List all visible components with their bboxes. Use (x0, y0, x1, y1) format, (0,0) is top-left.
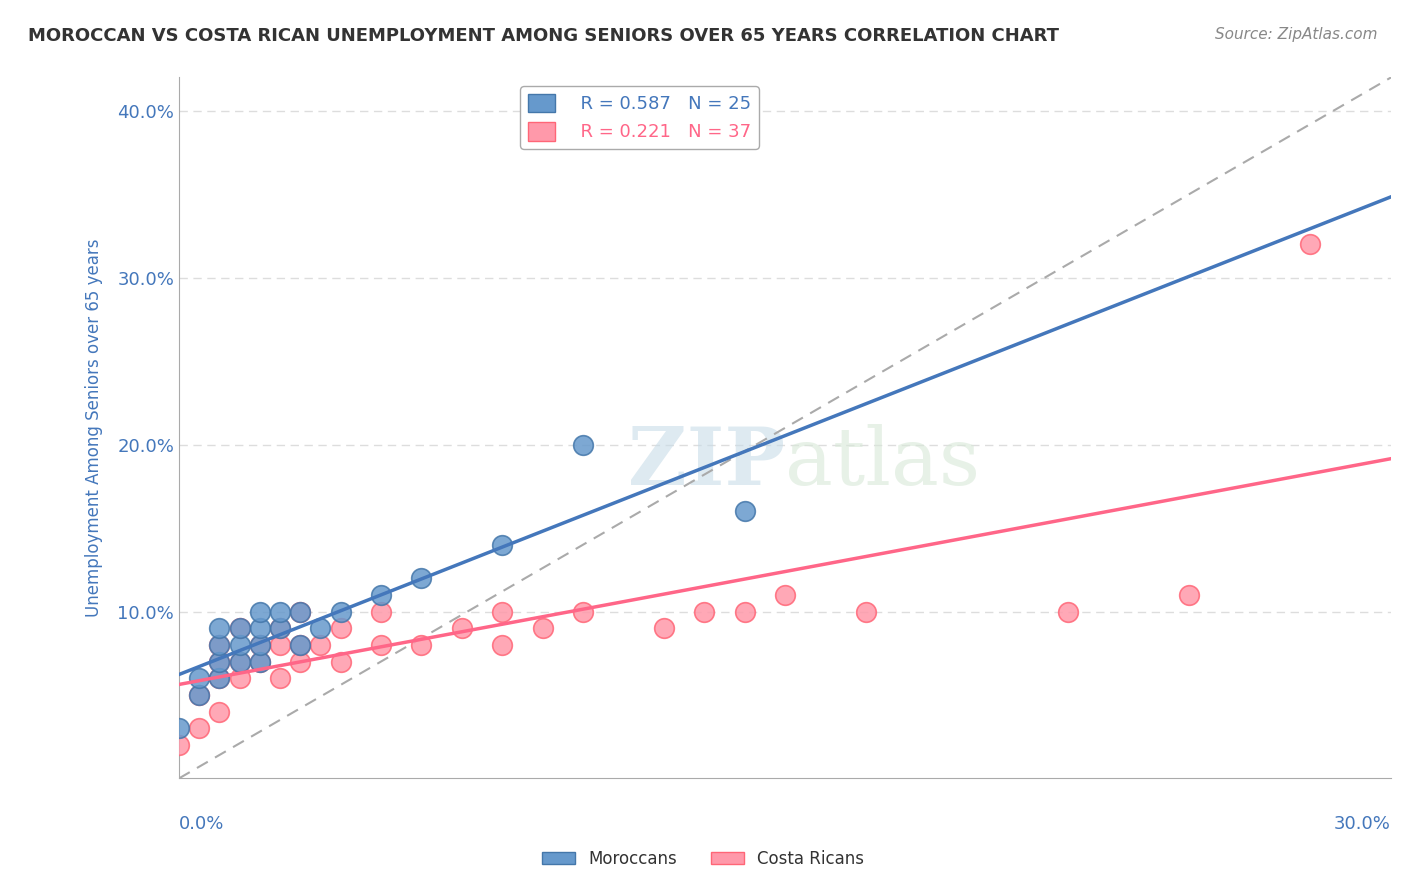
Point (288, 605, 311, 619)
Text: MOROCCAN VS COSTA RICAN UNEMPLOYMENT AMONG SENIORS OVER 65 YEARS CORRELATION CHA: MOROCCAN VS COSTA RICAN UNEMPLOYMENT AMO… (28, 27, 1059, 45)
Point (309, 638, 332, 652)
Point (228, 655, 250, 669)
Point (288, 655, 311, 669)
Point (288, 638, 311, 652)
Text: 0.0%: 0.0% (179, 815, 225, 833)
Point (208, 671, 231, 685)
Legend: Moroccans, Costa Ricans: Moroccans, Costa Ricans (536, 844, 870, 875)
Point (329, 621, 352, 635)
Point (188, 688, 211, 702)
Point (693, 605, 716, 619)
Point (208, 671, 231, 685)
Point (1056, 605, 1078, 619)
Point (491, 538, 513, 552)
Point (188, 688, 211, 702)
Point (208, 621, 231, 635)
Y-axis label: Unemployment Among Seniors over 65 years: Unemployment Among Seniors over 65 years (86, 239, 103, 617)
Point (652, 621, 675, 635)
Point (370, 588, 392, 602)
Point (288, 638, 311, 652)
Point (249, 655, 271, 669)
Point (249, 638, 271, 652)
Point (249, 655, 271, 669)
Point (411, 638, 433, 652)
Text: Source: ZipAtlas.com: Source: ZipAtlas.com (1215, 27, 1378, 42)
Point (572, 437, 595, 451)
Point (269, 671, 291, 685)
Point (208, 705, 231, 719)
Point (329, 655, 352, 669)
Text: ZIP: ZIP (628, 424, 785, 502)
Point (269, 621, 291, 635)
Point (370, 605, 392, 619)
Point (411, 571, 433, 585)
Point (309, 621, 332, 635)
Point (855, 605, 877, 619)
Point (249, 638, 271, 652)
Point (228, 655, 250, 669)
Point (249, 605, 271, 619)
Point (188, 671, 211, 685)
Point (208, 655, 231, 669)
Point (208, 655, 231, 669)
Point (734, 605, 756, 619)
Point (228, 621, 250, 635)
Point (269, 621, 291, 635)
Point (288, 605, 311, 619)
Point (370, 638, 392, 652)
Text: 30.0%: 30.0% (1334, 815, 1391, 833)
Point (269, 638, 291, 652)
Point (167, 738, 190, 752)
Point (249, 621, 271, 635)
Point (1299, 237, 1322, 252)
Point (572, 605, 595, 619)
Text: atlas: atlas (785, 424, 980, 502)
Point (1178, 588, 1201, 602)
Point (773, 588, 796, 602)
Point (269, 605, 291, 619)
Legend:   R = 0.587   N = 25,   R = 0.221   N = 37: R = 0.587 N = 25, R = 0.221 N = 37 (520, 87, 759, 149)
Point (491, 605, 513, 619)
Point (208, 638, 231, 652)
Point (450, 621, 472, 635)
Point (228, 621, 250, 635)
Point (188, 722, 211, 736)
Point (491, 638, 513, 652)
Point (208, 638, 231, 652)
Point (228, 671, 250, 685)
Point (228, 638, 250, 652)
Point (531, 621, 554, 635)
Point (734, 504, 756, 518)
Point (167, 722, 190, 736)
Point (329, 605, 352, 619)
